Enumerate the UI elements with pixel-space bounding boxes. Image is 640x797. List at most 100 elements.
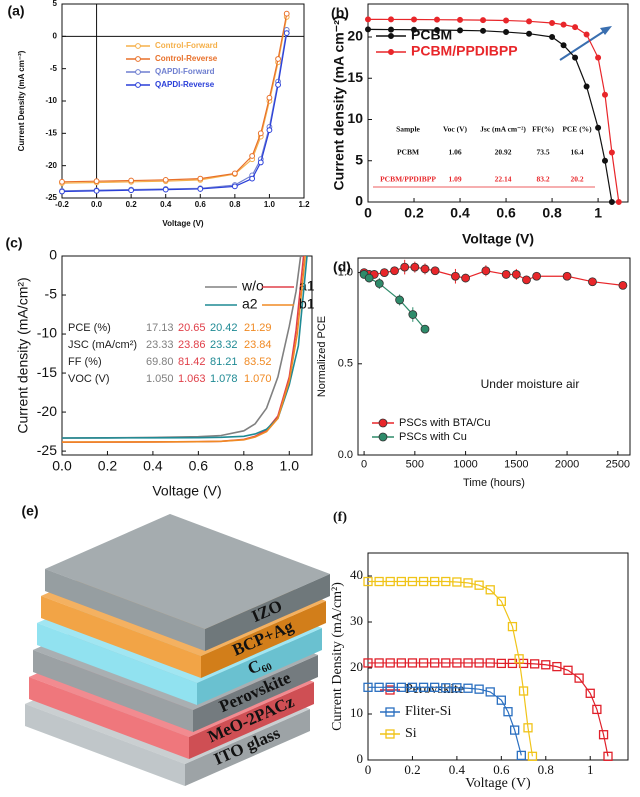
data-point xyxy=(59,188,65,195)
data-point xyxy=(420,264,430,274)
data-point xyxy=(385,576,395,587)
table-cell: 69.80 xyxy=(146,356,174,368)
panel-label: (a) xyxy=(7,3,24,19)
data-point xyxy=(481,266,491,276)
layer-left-face xyxy=(29,677,189,759)
data-point xyxy=(583,83,590,90)
table-cell: 83.52 xyxy=(244,356,272,368)
y-axis-label: Current Density (mA cm⁻²) xyxy=(17,50,26,151)
table-cell: PCBM xyxy=(397,148,419,157)
y-axis-label: Current density (mA cm⁻²) xyxy=(331,16,347,191)
table-cell: 17.13 xyxy=(146,322,174,334)
data-point xyxy=(410,262,420,272)
legend-label: w/o xyxy=(241,278,264,294)
plot-frame xyxy=(61,255,313,456)
data-point xyxy=(560,21,567,28)
x-axis-label: Voltage (V) xyxy=(152,483,221,499)
y-tick-label: 5 xyxy=(355,151,363,167)
data-point xyxy=(275,56,281,62)
data-point xyxy=(197,186,204,192)
data-point xyxy=(485,658,495,668)
data-point xyxy=(480,17,487,24)
data-point xyxy=(549,19,556,26)
x-axis-label: Voltage (V) xyxy=(462,231,534,247)
table-cell: 23.33 xyxy=(146,339,174,351)
table-header: PCE (%) xyxy=(562,125,592,134)
data-point xyxy=(474,658,484,668)
legend-label: b1 xyxy=(299,296,315,312)
data-point xyxy=(510,725,520,735)
x-tick-label: 1 xyxy=(587,762,594,777)
layer-right-face xyxy=(197,628,322,705)
data-point xyxy=(598,730,609,740)
data-point xyxy=(503,29,510,36)
y-tick-label: 0.0 xyxy=(338,449,353,461)
layer-left-face xyxy=(33,650,193,732)
legend-marker xyxy=(387,33,394,40)
x-tick-label: 0.6 xyxy=(189,458,209,474)
y-tick-label: -10 xyxy=(45,96,57,105)
data-point xyxy=(441,576,451,587)
data-point xyxy=(608,198,615,205)
data-point xyxy=(574,673,584,683)
layer-left-face xyxy=(41,596,201,678)
legend-marker xyxy=(378,418,388,428)
layer-shade xyxy=(45,514,330,629)
data-point xyxy=(474,684,484,694)
data-point xyxy=(526,18,533,25)
table-cell: 23.84 xyxy=(244,339,272,351)
data-point xyxy=(572,54,579,61)
table-cell: 20.65 xyxy=(178,322,206,334)
x-tick-label: 0.6 xyxy=(493,762,510,777)
x-tick-label: 0.0 xyxy=(91,200,103,209)
table-header: FF(%) xyxy=(532,125,554,134)
data-point xyxy=(452,658,462,668)
data-point xyxy=(463,658,473,668)
x-tick-label: 2500 xyxy=(606,458,630,470)
x-tick-label: 0.2 xyxy=(404,205,424,221)
y-tick-label: -25 xyxy=(45,193,57,202)
data-point xyxy=(518,686,529,696)
legend-label: Fliter-Si xyxy=(405,704,451,719)
panel-label: (d) xyxy=(333,259,351,275)
data-point xyxy=(585,688,595,698)
data-point xyxy=(266,127,273,134)
layer-shade xyxy=(193,655,318,732)
layer-shade xyxy=(185,709,310,786)
series-line xyxy=(61,255,308,439)
data-point xyxy=(93,178,100,185)
layer-shade xyxy=(45,569,205,651)
data-point xyxy=(452,577,462,587)
layer-right-face xyxy=(185,709,310,786)
table-header: Jsc (mA cm⁻²) xyxy=(480,125,526,134)
panel-label: (e) xyxy=(21,503,38,519)
data-point xyxy=(552,661,562,672)
data-point xyxy=(257,159,264,166)
data-point xyxy=(480,27,487,34)
data-point xyxy=(363,682,373,692)
x-tick-label: 0.6 xyxy=(195,200,207,209)
data-point xyxy=(572,24,579,31)
data-point xyxy=(562,271,572,281)
y-tick-label: 0 xyxy=(357,751,364,766)
x-tick-label: 1500 xyxy=(504,458,528,470)
panel-label: (b) xyxy=(331,5,349,21)
data-point xyxy=(395,295,405,305)
legend-marker xyxy=(135,69,141,75)
table-row-label: FF (%) xyxy=(68,356,102,368)
data-point xyxy=(364,16,371,23)
data-point xyxy=(162,186,169,193)
y-tick-label: 10 xyxy=(347,110,363,126)
y-tick-label: 0 xyxy=(53,31,58,40)
legend-marker xyxy=(135,82,141,88)
legend-label: PSCs with BTA/Cu xyxy=(399,417,491,429)
series-line xyxy=(61,255,306,443)
data-point xyxy=(430,682,440,692)
series-line xyxy=(368,580,534,757)
data-point xyxy=(522,275,531,285)
y-tick-label: -10 xyxy=(37,325,57,341)
data-point xyxy=(374,576,384,587)
data-point xyxy=(374,658,384,668)
legend-label: Perovskite xyxy=(405,682,464,697)
data-point xyxy=(407,682,418,692)
